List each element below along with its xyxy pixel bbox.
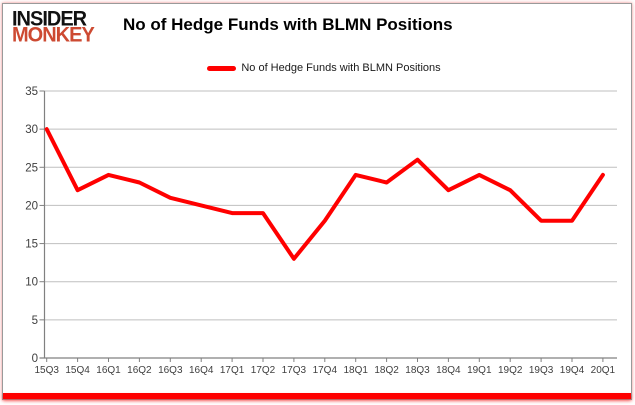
x-axis-tick-label: 19Q4 <box>560 365 585 376</box>
y-axis-tick-label: 10 <box>25 277 38 289</box>
x-axis-tick-label: 18Q3 <box>405 365 430 376</box>
y-axis-tick-label: 5 <box>32 315 38 327</box>
data-series-line <box>44 127 605 261</box>
chart-widget-frame: INSIDER MONKEY No of Hedge Funds with BL… <box>2 3 632 400</box>
x-axis-tick-label: 17Q2 <box>251 365 276 376</box>
insider-monkey-logo: INSIDER MONKEY <box>12 7 95 47</box>
chart-title: No of Hedge Funds with BLMN Positions <box>123 15 453 34</box>
x-axis-tick-label: 16Q3 <box>158 365 183 376</box>
x-axis-tick-label: 18Q2 <box>374 365 399 376</box>
y-axis-tick-label: 20 <box>25 200 38 212</box>
y-axis-tick-label: 35 <box>25 86 38 98</box>
x-axis-tick-label: 18Q4 <box>436 365 461 376</box>
x-axis-tick-label: 18Q1 <box>343 365 368 376</box>
x-axis-tick-label: 16Q1 <box>96 365 121 376</box>
x-axis-tick-label: 20Q1 <box>591 365 616 376</box>
x-axis-tick-label: 16Q4 <box>189 365 214 376</box>
chart-legend: No of Hedge Funds with BLMN Positions <box>17 60 631 76</box>
y-axis-tick-label: 0 <box>32 353 38 365</box>
x-axis-tick-label: 17Q3 <box>282 365 307 376</box>
x-axis-tick-label: 19Q3 <box>529 365 554 376</box>
bottom-red-bar <box>3 393 631 399</box>
x-axis-tick-label: 15Q3 <box>34 365 59 376</box>
y-axis-tick-label: 30 <box>25 124 38 136</box>
legend-label: No of Hedge Funds with BLMN Positions <box>241 62 441 74</box>
x-axis-tick-label: 17Q1 <box>220 365 245 376</box>
x-axis-tick-label: 17Q4 <box>313 365 338 376</box>
legend-line-swatch <box>207 65 237 71</box>
x-axis-tick-label: 16Q2 <box>127 365 152 376</box>
y-axis-tick-label: 15 <box>25 239 38 251</box>
x-axis-tick-label: 19Q1 <box>467 365 492 376</box>
logo-line-monkey: MONKEY <box>12 23 95 47</box>
x-axis-tick-label: 15Q4 <box>65 365 90 376</box>
y-axis-tick-label: 25 <box>25 162 38 174</box>
x-axis-tick-label: 19Q2 <box>498 365 523 376</box>
line-chart-plot: 0 5 10 15 20 25 30 35 15Q3 15Q4 16Q1 16Q2 16Q3 16Q4 17… <box>25 86 617 376</box>
logo-line-insider: INSIDER <box>12 7 87 31</box>
